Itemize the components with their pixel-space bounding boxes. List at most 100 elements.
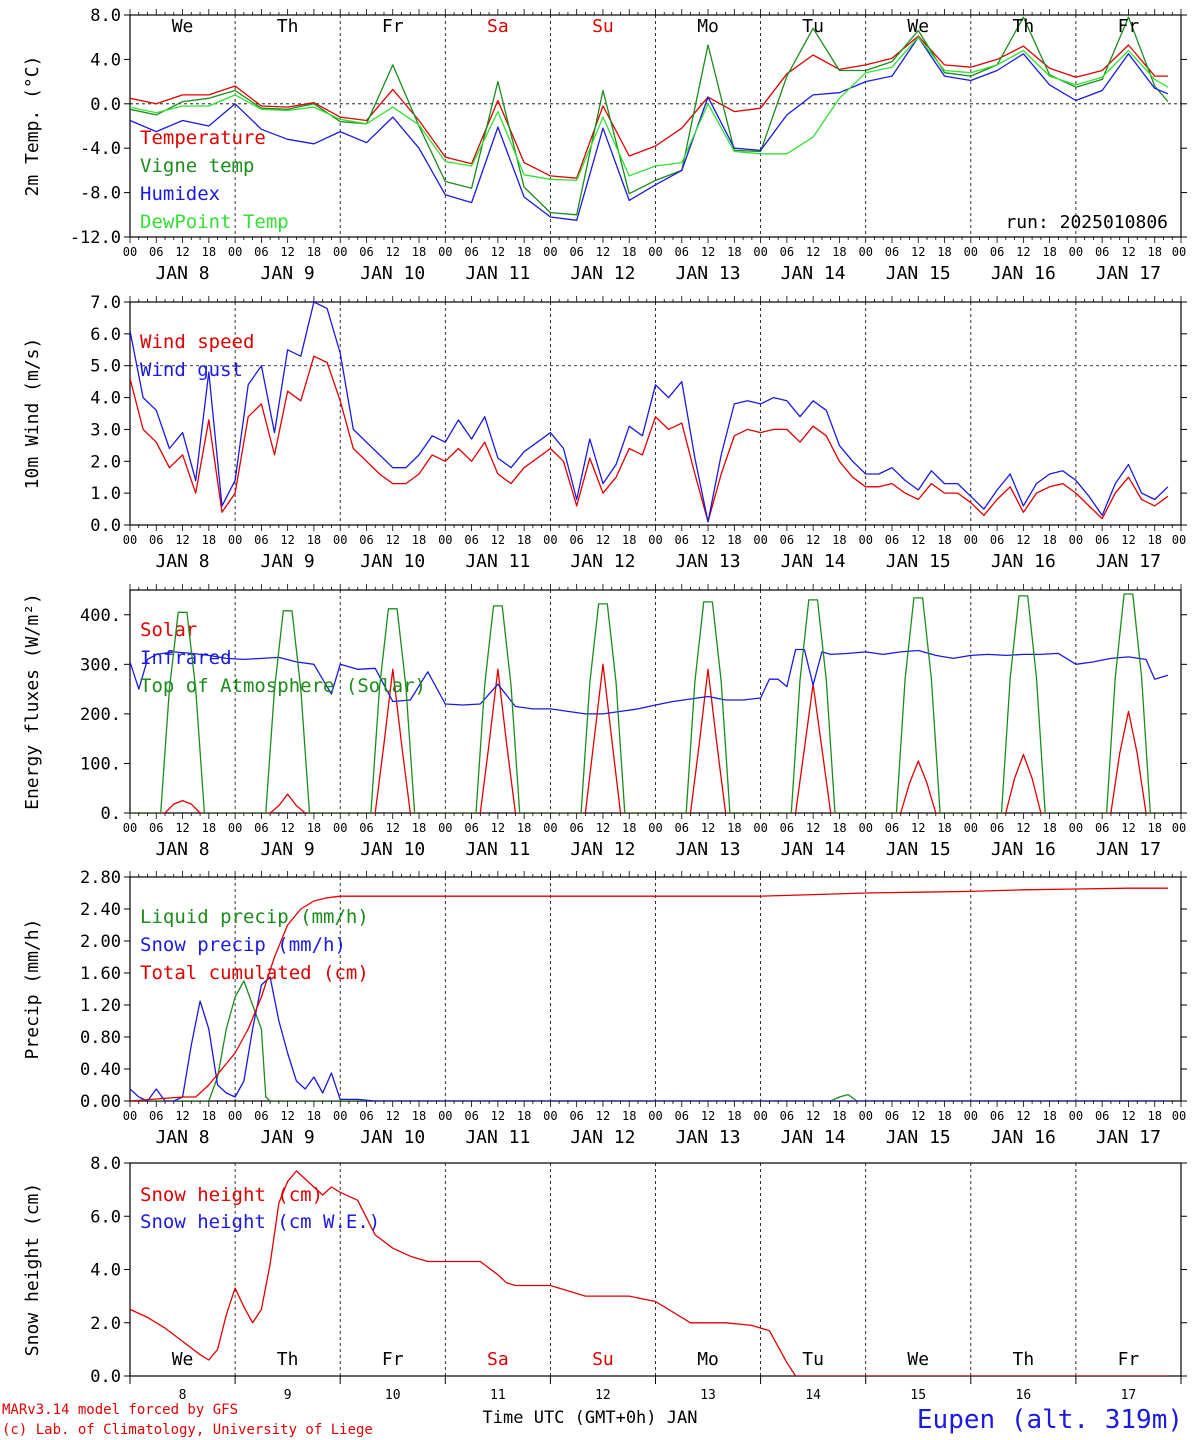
day-label: JAN 8 [155, 1127, 209, 1148]
day-number-label: 13 [700, 1388, 716, 1403]
hour-tick-label: 06 [780, 533, 794, 547]
y-tick-label: 0.00 [80, 1092, 121, 1112]
legend-entry: Snow precip (mm/h) [140, 934, 346, 956]
day-label: JAN 10 [360, 263, 425, 284]
hour-tick-label: 12 [911, 533, 925, 547]
y-tick-label: 2.0 [90, 1314, 121, 1334]
legend-entry: Snow height (cm) [140, 1184, 323, 1206]
hour-tick-label: 12 [491, 533, 505, 547]
legend-entry: Total cumulated (cm) [140, 962, 369, 984]
hour-tick-label: 06 [990, 821, 1004, 835]
hour-tick-label: 18 [622, 821, 636, 835]
day-label: JAN 17 [1096, 263, 1161, 284]
hour-tick-label: 18 [1042, 533, 1056, 547]
day-label: JAN 12 [570, 839, 635, 860]
hour-tick-label: 18 [202, 533, 216, 547]
hour-tick-label: 18 [1147, 245, 1161, 259]
hour-tick-label: 12 [175, 245, 189, 259]
legend-entry: Solar [140, 619, 197, 641]
day-label: JAN 9 [261, 1127, 315, 1148]
weekday-label: We [172, 16, 194, 37]
hour-tick-label: 18 [727, 533, 741, 547]
y-axis-label: 2m Temp. (°C) [22, 56, 43, 197]
hour-tick-label: 18 [937, 533, 951, 547]
hour-tick-label: 18 [727, 245, 741, 259]
y-tick-label: 1.20 [80, 996, 121, 1016]
hour-tick-label: 06 [675, 1109, 689, 1123]
hour-tick-label: 18 [727, 1109, 741, 1123]
day-label: JAN 14 [781, 1127, 846, 1148]
weekday-label: Fr [382, 1349, 404, 1370]
hour-tick-label: 18 [1042, 245, 1056, 259]
hour-tick-label: 06 [885, 533, 899, 547]
hour-tick-label: 00 [1069, 245, 1083, 259]
y-tick-label: 4.0 [90, 1261, 121, 1281]
series-line [130, 35, 1168, 179]
model-credit: MARv3.14 model forced by GFS [2, 1402, 238, 1418]
y-tick-label: 6.0 [90, 1207, 121, 1227]
y-tick-label: 4.0 [90, 389, 121, 409]
hour-tick-label: 18 [517, 821, 531, 835]
legend-entry: Temperature [140, 127, 266, 149]
hour-tick-label: 00 [438, 245, 452, 259]
hour-tick-label: 00 [1172, 533, 1186, 547]
hour-tick-label: 00 [123, 533, 137, 547]
y-tick-label: 0.0 [90, 516, 121, 536]
legend-entry: Humidex [140, 183, 220, 205]
series-line [130, 887, 1168, 1101]
weekday-label: Th [1013, 1349, 1035, 1370]
weekday-label: We [907, 16, 929, 37]
hour-tick-label: 00 [543, 533, 557, 547]
hour-tick-label: 00 [228, 245, 242, 259]
hour-tick-label: 06 [149, 821, 163, 835]
day-label: JAN 16 [991, 1127, 1056, 1148]
hour-tick-label: 06 [359, 245, 373, 259]
hour-tick-label: 00 [1069, 1109, 1083, 1123]
day-label: JAN 8 [155, 839, 209, 860]
hour-tick-label: 00 [333, 533, 347, 547]
weekday-label: Mo [697, 1349, 719, 1370]
hour-tick-label: 06 [254, 533, 268, 547]
day-number-label: 16 [1016, 1388, 1032, 1403]
day-number-label: 14 [805, 1388, 821, 1403]
hour-tick-label: 18 [1147, 1109, 1161, 1123]
hour-tick-label: 06 [254, 245, 268, 259]
hour-tick-label: 06 [569, 245, 583, 259]
hour-tick-label: 00 [543, 245, 557, 259]
day-label: JAN 12 [570, 551, 635, 572]
x-axis-label: Time UTC (GMT+0h) JAN [483, 1408, 698, 1428]
hour-tick-label: 12 [1016, 821, 1030, 835]
hour-tick-label: 18 [412, 245, 426, 259]
hour-tick-label: 12 [491, 1109, 505, 1123]
panel-5: 8.0 6.0 4.0 2.0 0.0 Snow height (cm) Snow heig… [22, 1154, 1187, 1403]
hour-tick-label: 06 [885, 1109, 899, 1123]
hour-tick-label: 12 [806, 1109, 820, 1123]
hour-tick-label: 18 [412, 821, 426, 835]
legend-entry: Top of Atmosphere (Solar) [140, 675, 426, 697]
hour-tick-label: 12 [596, 533, 610, 547]
series-line [130, 663, 1168, 813]
y-tick-label: 400. [80, 606, 121, 626]
hour-tick-label: 12 [1121, 533, 1135, 547]
hour-tick-label: 06 [1095, 245, 1109, 259]
series-line [130, 36, 1169, 182]
y-tick-label: -12.0 [70, 228, 121, 248]
hour-tick-label: 18 [727, 821, 741, 835]
legend-entry: Wind gust [140, 359, 243, 381]
day-number-label: 8 [179, 1388, 187, 1403]
lab-credit: (c) Lab. of Climatology, University of L… [2, 1422, 373, 1438]
weekday-label: Su [592, 16, 614, 37]
hour-tick-label: 00 [438, 821, 452, 835]
day-label: JAN 11 [465, 263, 530, 284]
day-label: JAN 10 [360, 551, 425, 572]
hour-tick-label: 06 [464, 821, 478, 835]
hour-tick-label: 18 [937, 821, 951, 835]
hour-tick-label: 12 [491, 821, 505, 835]
hour-tick-label: 00 [753, 821, 767, 835]
y-tick-label: 7.0 [90, 293, 121, 313]
hour-tick-label: 06 [569, 821, 583, 835]
day-label: JAN 8 [155, 263, 209, 284]
hour-tick-label: 06 [464, 1109, 478, 1123]
y-tick-label: 0. [101, 804, 121, 824]
day-label: JAN 12 [570, 1127, 635, 1148]
